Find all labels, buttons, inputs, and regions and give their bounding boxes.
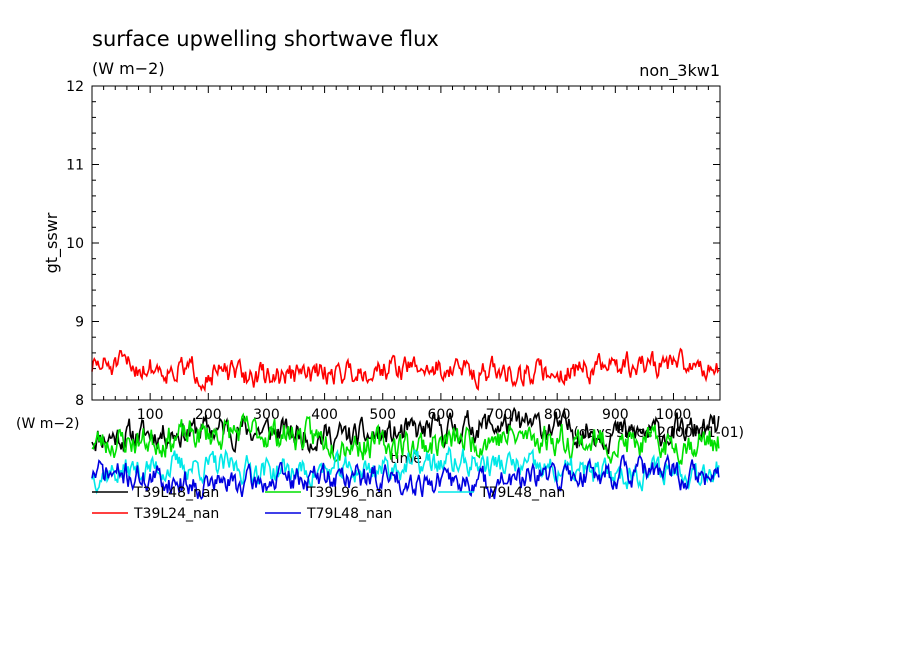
x-tick-label: 900 <box>602 407 629 423</box>
y-tick-label: 12 <box>66 79 84 95</box>
below-axis-unit: (W m−2) <box>16 416 80 432</box>
plot-frame <box>91 85 721 401</box>
x-axis-ticks: 100 200 300 400 500 600 700 800 900 1000 <box>103 86 721 423</box>
x-tick-label: 500 <box>369 407 396 423</box>
y-tick-label: 8 <box>75 393 84 409</box>
legend-label: T39L24_nan <box>133 506 219 522</box>
x-tick-label: 1000 <box>656 407 692 423</box>
legend: T39L48_nan T39L96_nan T79L48_nan T39L24_nan… <box>92 485 565 522</box>
legend-label: T39L96_nan <box>306 485 392 501</box>
series-line-4 <box>91 453 720 500</box>
chart-units: (W m−2) <box>92 59 165 78</box>
y-tick-label: 9 <box>75 315 84 331</box>
series-line-1 <box>91 412 720 467</box>
y-tick-label: 10 <box>66 236 84 252</box>
chart-title: surface upwelling shortwave flux <box>92 27 439 51</box>
y-axis-ticks: 8 9 10 11 12 <box>66 79 720 409</box>
series-line-3 <box>91 347 720 393</box>
y-axis-label: gt_sswr <box>42 212 62 273</box>
series-lines <box>91 347 720 500</box>
x-tick-label: 300 <box>253 407 280 423</box>
x-tick-label: 200 <box>195 407 222 423</box>
legend-label: T79L48_nan <box>306 506 392 522</box>
x-tick-label: 100 <box>137 407 164 423</box>
legend-label: T39L48_nan <box>133 485 219 501</box>
legend-label: T79L48_nan <box>479 485 565 501</box>
x-tick-label: 400 <box>311 407 338 423</box>
y-tick-label: 11 <box>66 158 84 174</box>
series-line-0 <box>91 406 720 455</box>
run-label: non_3kw1 <box>639 61 720 81</box>
